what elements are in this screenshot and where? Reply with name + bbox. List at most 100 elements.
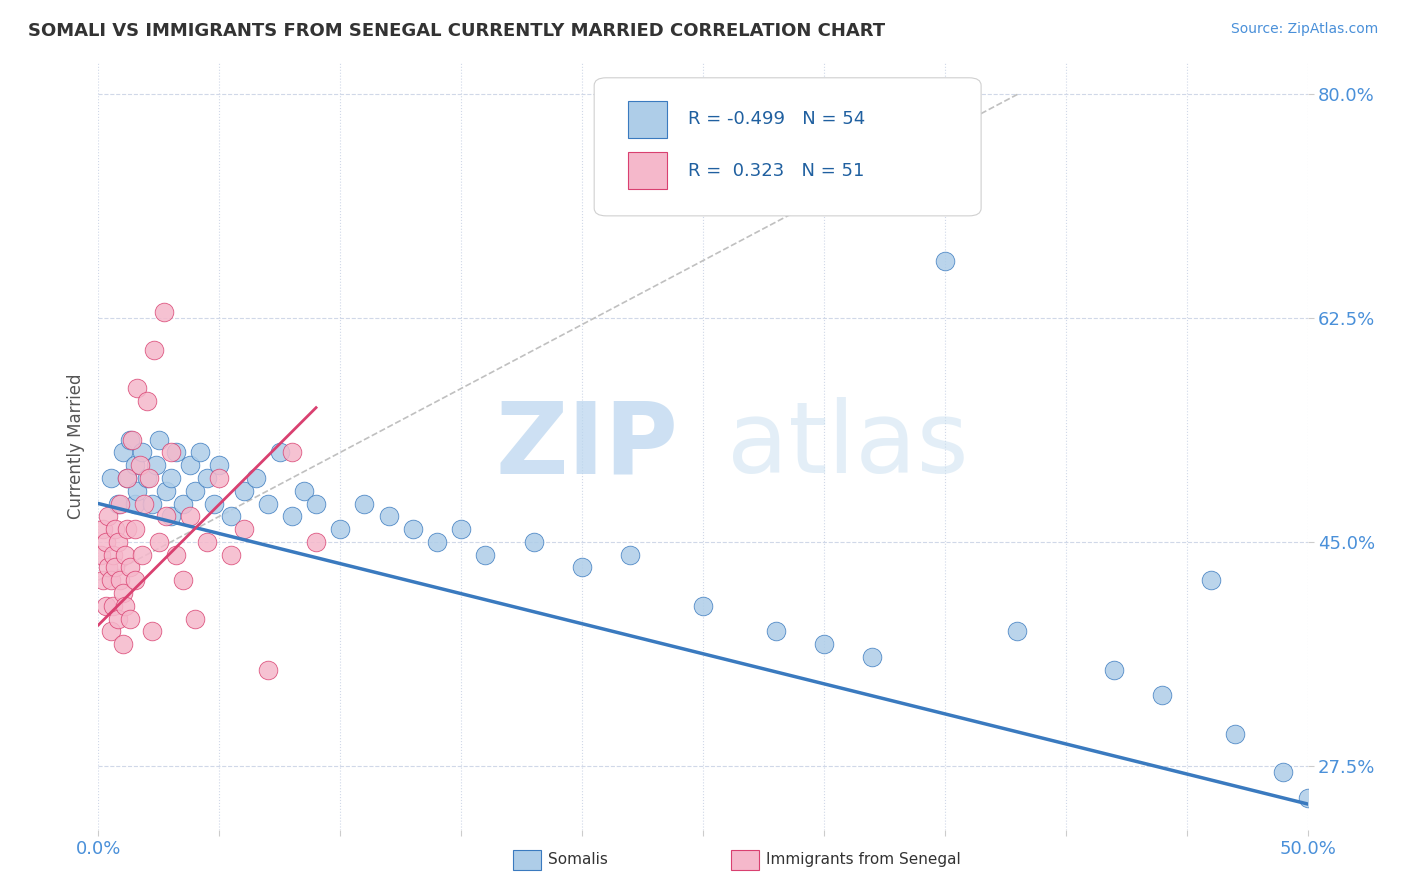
Point	[1272, 765, 1295, 780]
Text: SOMALI VS IMMIGRANTS FROM SENEGAL CURRENTLY MARRIED CORRELATION CHART: SOMALI VS IMMIGRANTS FROM SENEGAL CURREN…	[28, 22, 886, 40]
Point	[179, 509, 201, 524]
Point	[91, 574, 114, 588]
Point	[1152, 689, 1174, 703]
Point	[141, 624, 163, 639]
Point	[114, 548, 136, 562]
Text: atlas: atlas	[727, 398, 969, 494]
Text: Source: ZipAtlas.com: Source: ZipAtlas.com	[1230, 22, 1378, 37]
Point	[135, 471, 157, 485]
Point	[165, 548, 187, 562]
Point	[692, 599, 714, 613]
Point	[232, 522, 254, 536]
Point	[208, 471, 231, 485]
Text: R =  0.323   N = 51: R = 0.323 N = 51	[689, 161, 865, 179]
Point	[134, 497, 156, 511]
Point	[160, 509, 183, 524]
Point	[934, 253, 956, 268]
Point	[184, 612, 207, 626]
Point	[111, 637, 134, 651]
Point	[813, 637, 835, 651]
Point	[111, 586, 134, 600]
Point	[450, 522, 472, 536]
Point	[107, 534, 129, 549]
Point	[104, 522, 127, 536]
Point	[172, 574, 194, 588]
Point	[353, 497, 375, 511]
Point	[138, 471, 160, 485]
Point	[118, 433, 141, 447]
Point	[1223, 727, 1246, 741]
Point	[474, 548, 496, 562]
FancyBboxPatch shape	[628, 101, 666, 137]
Point	[124, 497, 146, 511]
Point	[117, 522, 139, 536]
Y-axis label: Currently Married: Currently Married	[66, 373, 84, 519]
Point	[245, 471, 267, 485]
Point	[1102, 663, 1125, 677]
Point	[160, 445, 183, 459]
Point	[101, 548, 124, 562]
Point	[571, 560, 593, 574]
Point	[204, 497, 226, 511]
Point	[426, 534, 449, 549]
Point	[127, 483, 149, 498]
Point	[172, 497, 194, 511]
Point	[100, 471, 122, 485]
Point	[145, 458, 167, 473]
Point	[94, 599, 117, 613]
Point	[128, 458, 150, 473]
Point	[1199, 574, 1222, 588]
Point	[108, 497, 131, 511]
Point	[155, 483, 177, 498]
Point	[160, 471, 183, 485]
Point	[256, 663, 278, 677]
Point	[281, 445, 304, 459]
Point	[221, 548, 243, 562]
Point	[221, 509, 243, 524]
FancyBboxPatch shape	[628, 153, 666, 189]
Point	[90, 548, 112, 562]
Point	[148, 534, 170, 549]
Point	[91, 522, 114, 536]
Point	[179, 458, 201, 473]
Point	[107, 612, 129, 626]
Point	[860, 650, 883, 665]
Point	[208, 458, 231, 473]
Point	[232, 483, 254, 498]
Point	[117, 471, 139, 485]
Text: R = -0.499   N = 54: R = -0.499 N = 54	[689, 111, 866, 128]
Point	[124, 574, 146, 588]
Text: Somalis: Somalis	[548, 853, 609, 867]
Point	[195, 534, 218, 549]
Point	[269, 445, 291, 459]
Point	[292, 483, 315, 498]
Point	[117, 471, 139, 485]
Point	[329, 522, 352, 536]
Point	[108, 574, 131, 588]
Point	[131, 548, 153, 562]
Point	[165, 445, 187, 459]
Point	[100, 624, 122, 639]
Point	[104, 560, 127, 574]
Point	[256, 497, 278, 511]
Point	[101, 599, 124, 613]
Point	[188, 445, 211, 459]
Point	[523, 534, 546, 549]
Point	[111, 445, 134, 459]
Point	[131, 445, 153, 459]
Point	[118, 560, 141, 574]
Point	[402, 522, 425, 536]
Point	[107, 497, 129, 511]
Point	[143, 343, 166, 358]
Point	[141, 497, 163, 511]
Point	[152, 305, 174, 319]
Point	[97, 560, 120, 574]
Point	[118, 612, 141, 626]
Point	[155, 509, 177, 524]
Point	[124, 458, 146, 473]
Point	[114, 599, 136, 613]
Text: Immigrants from Senegal: Immigrants from Senegal	[766, 853, 962, 867]
Point	[135, 394, 157, 409]
Point	[148, 433, 170, 447]
Point	[121, 433, 143, 447]
